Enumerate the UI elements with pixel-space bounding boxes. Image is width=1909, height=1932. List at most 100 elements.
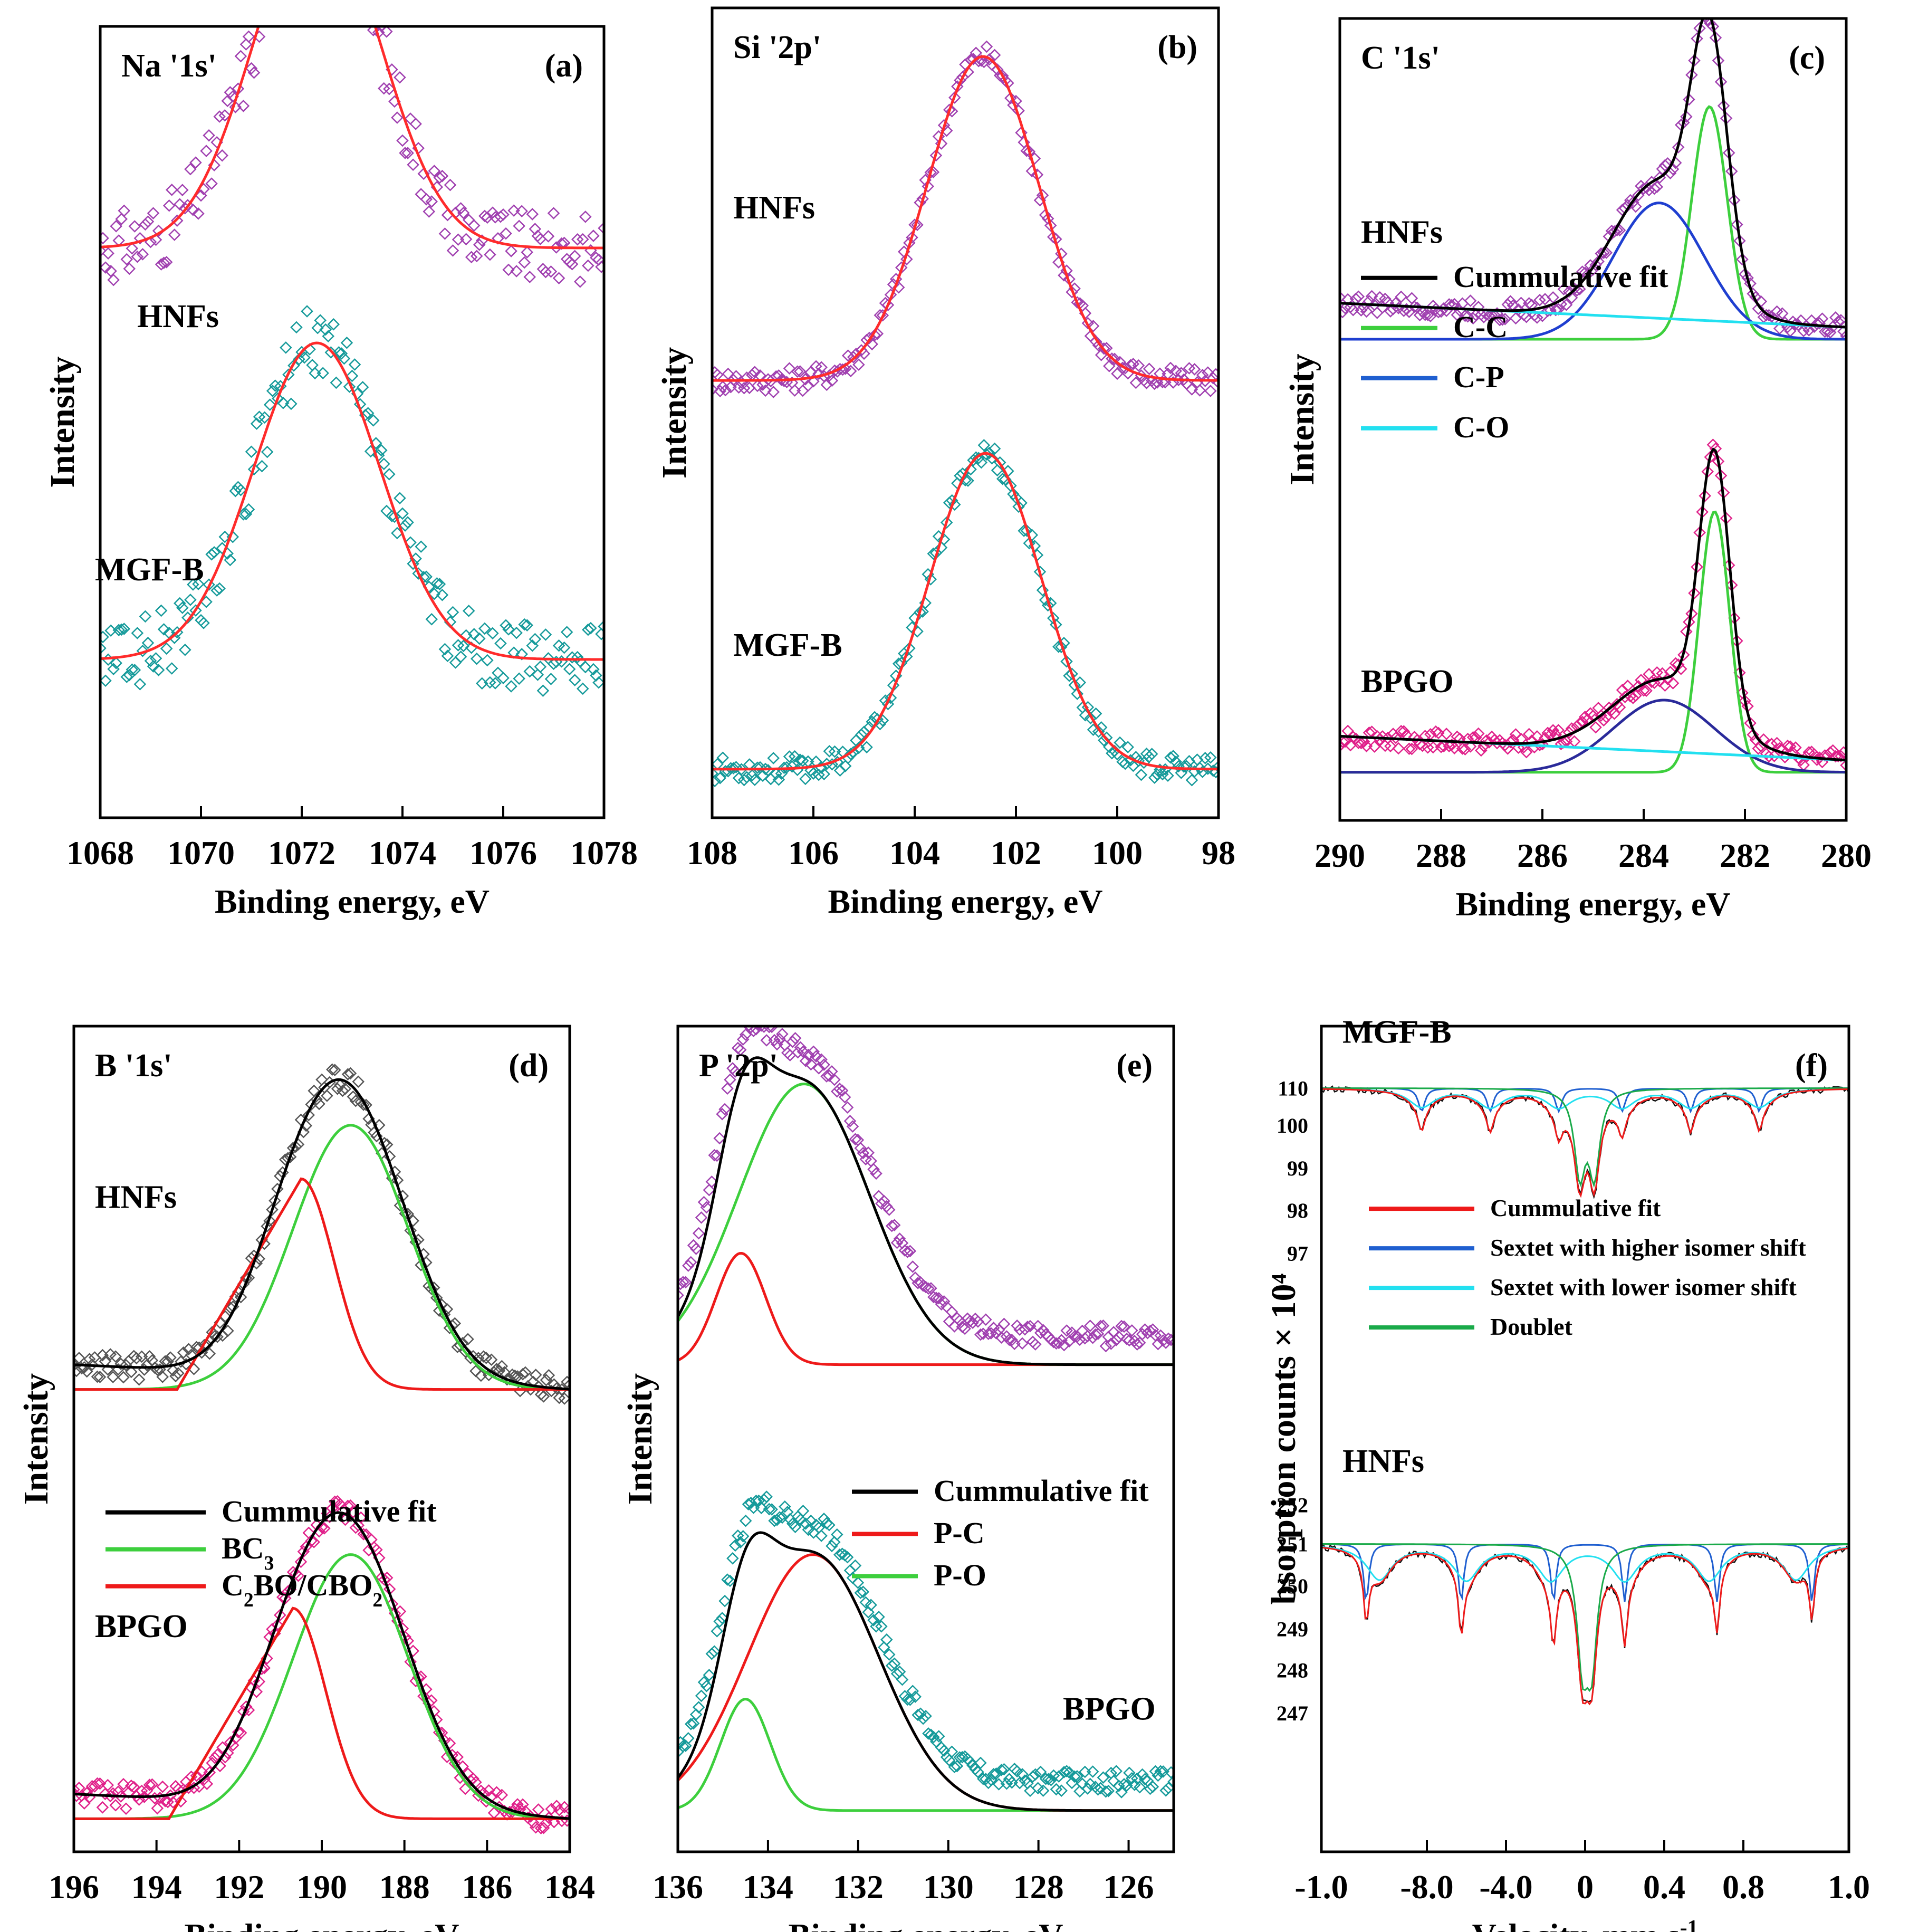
x-axis-label: Velocity, mm s-1 bbox=[1472, 1915, 1699, 1932]
data-point-MGF-B bbox=[724, 762, 737, 774]
data-point-HNFs bbox=[876, 309, 889, 322]
data-point-BPGO bbox=[854, 1586, 867, 1599]
x-tick-label: 132 bbox=[833, 1868, 884, 1906]
data-point-MGF-B bbox=[157, 623, 170, 636]
data-point-HNFs bbox=[760, 1034, 773, 1047]
data-point-HNFs bbox=[265, 13, 275, 23]
data-point-HNFs bbox=[573, 275, 587, 288]
data-point-HNFs bbox=[1003, 1333, 1016, 1346]
data-point-MGF-B bbox=[189, 604, 202, 617]
data-point-HNFs bbox=[737, 381, 751, 395]
data-point-MGF-B bbox=[147, 660, 160, 673]
data-point-BPGO bbox=[1379, 739, 1392, 752]
data-point-MGF-B bbox=[282, 368, 295, 381]
data-point-MGF-B bbox=[489, 677, 502, 690]
data-point-BPGO bbox=[190, 1769, 203, 1782]
data-point-MGF-B bbox=[492, 666, 504, 680]
series-label-MGF-B: MGF-B bbox=[733, 627, 842, 663]
data-point-HNFs bbox=[189, 156, 202, 169]
data-point-BPGO bbox=[687, 1717, 700, 1730]
data-point-MGF-B bbox=[497, 672, 510, 684]
x-tick-label: 104 bbox=[889, 834, 940, 872]
data-point-HNFs bbox=[804, 1058, 818, 1071]
data-point-MGF-B bbox=[234, 484, 247, 496]
data-point-MGF-B bbox=[330, 376, 343, 389]
data-point-HNFs bbox=[1509, 312, 1522, 325]
data-point-BPGO bbox=[865, 1599, 877, 1611]
data-point-HNFs bbox=[547, 207, 560, 219]
data-point-BPGO bbox=[736, 1530, 750, 1543]
data-point-HNFs bbox=[380, 26, 393, 38]
data-point-MGF-B bbox=[203, 578, 215, 591]
data-point-BPGO bbox=[953, 1751, 966, 1764]
data-point-HNFs bbox=[425, 1283, 438, 1295]
data-point-HNFs bbox=[987, 1322, 1000, 1334]
data-point-MGF-B bbox=[261, 445, 274, 458]
y-tick-label: 99 bbox=[1287, 1156, 1308, 1180]
plot-area-b bbox=[712, 40, 1219, 788]
data-point-HNFs bbox=[794, 1041, 807, 1054]
data-point-MGF-B bbox=[478, 622, 491, 635]
data-point-HNFs bbox=[1340, 305, 1349, 319]
data-point-HNFs bbox=[836, 1084, 849, 1097]
data-point-HNFs bbox=[802, 1048, 815, 1061]
data-point-MGF-B bbox=[449, 656, 462, 669]
legend-label: C2BO/CBO2 bbox=[222, 1568, 382, 1611]
data-point-HNFs bbox=[995, 1331, 1008, 1344]
data-point-HNFs bbox=[521, 246, 534, 259]
data-point-MGF-B bbox=[1121, 741, 1134, 753]
data-point-BPGO bbox=[511, 1798, 524, 1811]
data-point-BPGO bbox=[1413, 738, 1426, 751]
data-point-HNFs bbox=[810, 1050, 822, 1063]
component-BC3-HNFs bbox=[74, 1124, 570, 1391]
data-point-MGF-B bbox=[1039, 594, 1052, 607]
data-point-BPGO bbox=[773, 1511, 786, 1524]
sextet-higher-shift-line-HNFs bbox=[1321, 1543, 1849, 1602]
data-point-MGF-B bbox=[462, 605, 475, 617]
data-point-MGF-B bbox=[515, 648, 528, 661]
data-point-MGF-B bbox=[253, 410, 266, 423]
data-point-HNFs bbox=[1340, 291, 1346, 304]
data-point-HNFs bbox=[505, 245, 517, 257]
y-axis-label: Intensity bbox=[1283, 353, 1321, 485]
data-point-MGF-B bbox=[712, 767, 718, 780]
data-point-HNFs bbox=[224, 86, 237, 99]
data-point-MGF-B bbox=[470, 652, 483, 665]
data-point-HNFs bbox=[100, 244, 107, 257]
data-point-HNFs bbox=[841, 1101, 854, 1114]
data-point-HNFs bbox=[1480, 308, 1493, 321]
data-point-BPGO bbox=[700, 1679, 713, 1692]
data-point-BPGO bbox=[1840, 759, 1846, 772]
data-point-HNFs bbox=[1060, 1324, 1073, 1337]
data-point-BPGO bbox=[1000, 1777, 1013, 1790]
data-point-HNFs bbox=[1133, 1336, 1146, 1349]
data-point-BPGO bbox=[927, 1730, 940, 1744]
data-point-HNFs bbox=[176, 184, 189, 196]
data-point-HNFs bbox=[721, 1082, 734, 1095]
data-point-BPGO bbox=[974, 1756, 987, 1770]
data-point-BPGO bbox=[692, 1701, 705, 1714]
data-point-HNFs bbox=[133, 232, 147, 245]
data-point-HNFs bbox=[885, 1219, 898, 1232]
data-point-HNFs bbox=[991, 63, 1004, 76]
data-point-MGF-B bbox=[433, 578, 446, 590]
data-point-HNFs bbox=[870, 1167, 882, 1180]
data-point-HNFs bbox=[929, 149, 943, 162]
data-point-HNFs bbox=[519, 1366, 532, 1379]
data-point-MGF-B bbox=[210, 584, 223, 597]
cumulative-fit-BPGO bbox=[74, 1511, 570, 1820]
data-point-BPGO bbox=[708, 1645, 721, 1658]
data-point-MGF-B bbox=[346, 369, 359, 382]
data-point-BPGO bbox=[1421, 741, 1434, 754]
data-point-HNFs bbox=[1146, 1323, 1159, 1336]
data-point-HNFs bbox=[684, 1256, 697, 1269]
data-point-HNFs bbox=[579, 211, 592, 223]
data-point-BPGO bbox=[857, 1585, 870, 1599]
data-point-MGF-B bbox=[160, 642, 173, 655]
data-point-HNFs bbox=[74, 1352, 85, 1364]
data-point-HNFs bbox=[788, 384, 801, 397]
data-point-BPGO bbox=[1042, 1773, 1055, 1786]
data-point-BPGO bbox=[1837, 746, 1846, 759]
data-point-MGF-B bbox=[860, 741, 873, 754]
data-point-HNFs bbox=[1144, 1325, 1157, 1337]
